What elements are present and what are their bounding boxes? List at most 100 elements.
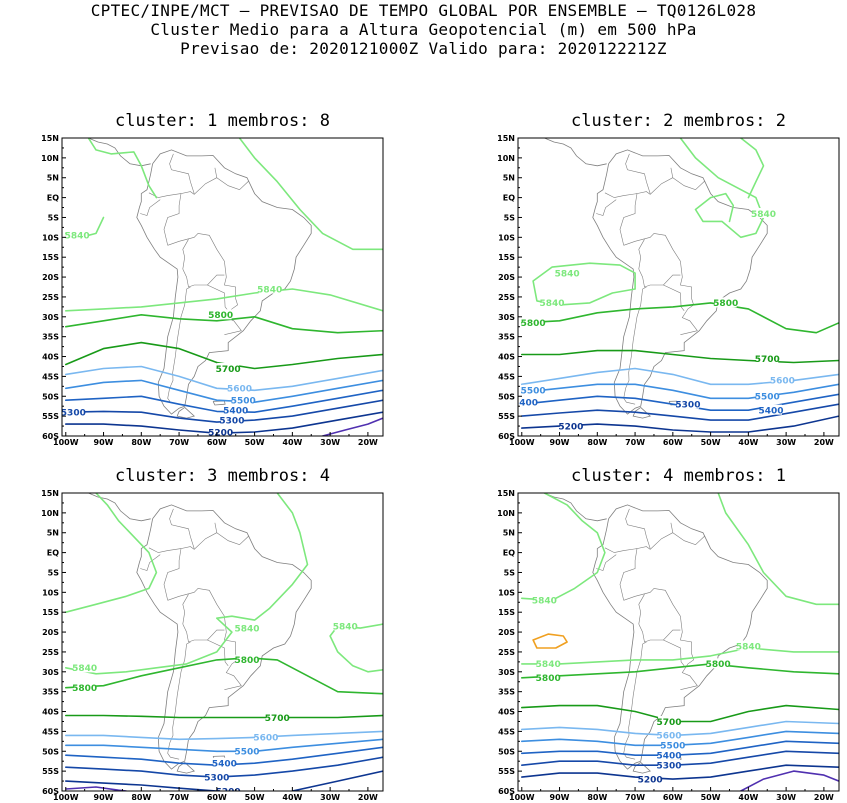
country-border: [623, 233, 698, 331]
country-border: [625, 153, 651, 194]
contour-label-5500: 5500: [235, 748, 260, 758]
lat-label: 15N: [41, 134, 59, 143]
contour-label-5700: 5700: [755, 355, 780, 365]
contour-label-bg: [209, 426, 232, 436]
contour-label-5600: 5600: [227, 385, 252, 395]
country-border: [140, 554, 161, 571]
lat-label: EQ: [47, 549, 59, 558]
contour-label-5300: 5300: [204, 773, 229, 783]
lat-label: 55S: [498, 412, 515, 421]
coastline-south-america: [592, 149, 768, 415]
map-content: 5840 5840 5840 5800 5800 5700 5600 5500 5500 5400…: [513, 138, 839, 433]
lon-label: 60W: [207, 438, 227, 447]
contour-5800: [521, 663, 839, 679]
contour-label-5500: 5500: [521, 387, 546, 397]
lon-label: 30W: [320, 793, 340, 802]
lon-label: 80W: [131, 793, 151, 802]
country-border: [625, 508, 651, 549]
contour-label-5400: 5400: [513, 399, 538, 409]
contour-5400: [65, 389, 383, 413]
contour-5840: [238, 138, 383, 251]
contour-label-bg: [658, 715, 681, 726]
lon-label: 100W: [509, 438, 535, 447]
contour-5840: [87, 138, 158, 199]
lat-label: 5N: [47, 529, 59, 538]
contour-label-bg: [518, 396, 537, 407]
lon-label: 90W: [550, 793, 570, 802]
lat-label: 50S: [42, 747, 59, 756]
lat-label: EQ: [47, 194, 59, 203]
contour-label-bg: [205, 771, 228, 782]
contour-label-5400: 5400: [657, 752, 682, 762]
contour-5200: [65, 780, 218, 791]
contour-label-5700: 5700: [657, 718, 682, 728]
lat-label: 25S: [498, 293, 515, 302]
contour-5200: [521, 764, 839, 780]
contour-label-5800: 5800: [208, 311, 233, 321]
lon-label: 60W: [663, 793, 683, 802]
contour-5600: [65, 365, 383, 392]
country-border: [604, 192, 638, 198]
lat-label: 20S: [498, 273, 515, 282]
country-border: [638, 594, 645, 625]
contour-label-bg: [258, 283, 281, 294]
coastline-central-america: [544, 493, 607, 522]
contour-label-bg: [752, 207, 775, 218]
lat-label: 40S: [42, 708, 59, 717]
lat-label: 50S: [498, 747, 515, 756]
contour-label-bg: [658, 749, 681, 760]
contour-label-bg: [537, 658, 560, 669]
contour-5840: [740, 138, 765, 199]
lon-label: 90W: [550, 438, 570, 447]
header-line-3: Previsao de: 2020121000Z Valido para: 20…: [180, 39, 667, 58]
country-border: [623, 643, 643, 760]
lat-label: 5N: [503, 529, 515, 538]
country-border: [638, 268, 681, 288]
lat-label: 5N: [47, 174, 59, 183]
contour-5600: [65, 730, 383, 741]
lon-label: 90W: [94, 793, 114, 802]
contour-label-bg: [73, 682, 96, 693]
lon-label: 60W: [207, 793, 227, 802]
contour-5840: [65, 288, 383, 312]
contour-label-bg: [254, 731, 277, 742]
coastline-tierra-del-fuego: [176, 407, 196, 419]
contour-5840: [329, 623, 383, 673]
contour-5500: [65, 738, 383, 753]
contour-label-bg: [522, 317, 545, 328]
contour-5880: [532, 633, 568, 649]
lat-label: 50S: [42, 392, 59, 401]
lat-label: EQ: [503, 194, 515, 203]
header-line-2: Cluster Medio para a Altura Geopotencial…: [150, 20, 697, 39]
lon-label: 80W: [587, 438, 607, 447]
lat-label: 10N: [41, 154, 59, 163]
lat-label: 55S: [42, 767, 59, 776]
lon-label: 50W: [245, 438, 265, 447]
coastline-south-america: [136, 149, 312, 415]
contour-label-5840: 5840: [736, 642, 761, 652]
contour-5500: [65, 379, 383, 403]
lat-label: 20S: [42, 273, 59, 282]
contour-label-5200: 5200: [638, 775, 663, 785]
lon-label: 40W: [282, 793, 302, 802]
contour-5800: [521, 302, 839, 334]
contour-label-5300: 5300: [675, 401, 700, 411]
contour-5700: [65, 714, 383, 719]
contour-label-5840: 5840: [532, 597, 557, 607]
contour-label-5800: 5800: [72, 684, 97, 694]
lat-label: 45S: [498, 727, 515, 736]
contour-label-5840: 5840: [555, 269, 580, 279]
lon-label: 90W: [94, 438, 114, 447]
contour-label-5200: 5200: [216, 787, 241, 797]
contour-5700: [521, 349, 839, 364]
contour-label-bg: [66, 229, 89, 240]
lat-label: 5S: [504, 213, 516, 222]
country-border: [638, 239, 645, 270]
country-border: [182, 239, 189, 270]
lon-label: 20W: [814, 438, 834, 447]
lon-label: 50W: [701, 793, 721, 802]
country-border: [207, 284, 229, 311]
country-border: [224, 330, 242, 335]
